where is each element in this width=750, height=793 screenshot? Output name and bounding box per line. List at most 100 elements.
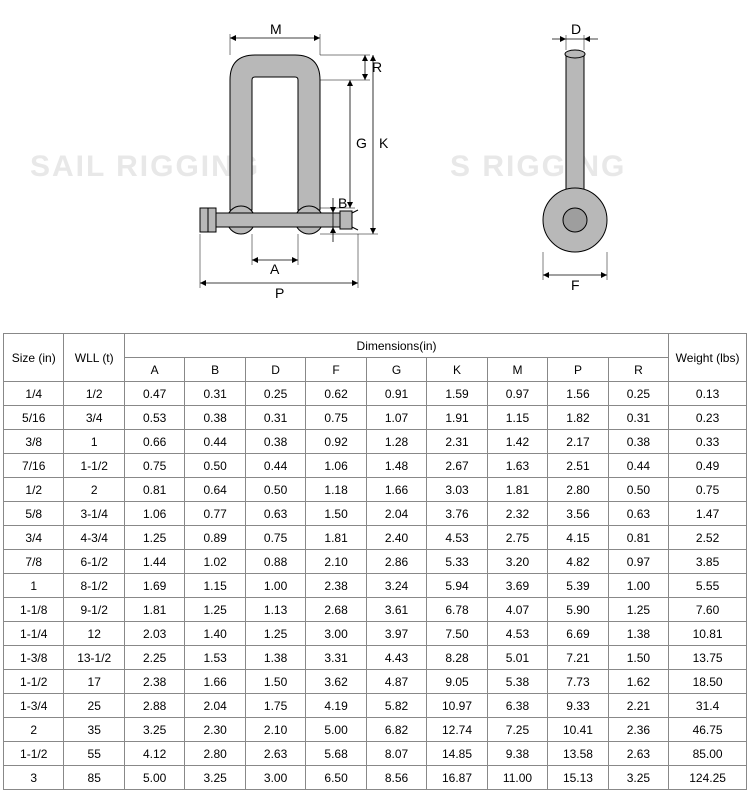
table-cell: 4.53: [427, 526, 487, 550]
table-cell: 2.10: [245, 718, 305, 742]
table-row: 18-1/21.691.151.002.383.245.943.695.391.…: [4, 574, 747, 598]
table-cell: 1.25: [608, 598, 668, 622]
table-cell: 0.31: [245, 406, 305, 430]
table-cell: 3: [4, 766, 64, 790]
table-cell: 1.42: [487, 430, 547, 454]
table-cell: 3.61: [366, 598, 426, 622]
table-cell: 0.31: [185, 382, 245, 406]
dim-label-D: D: [571, 21, 581, 37]
table-cell: 1.15: [487, 406, 547, 430]
table-cell: 8.07: [366, 742, 426, 766]
table-cell: 6.38: [487, 694, 547, 718]
table-cell: 5.00: [306, 718, 366, 742]
table-cell: 1.18: [306, 478, 366, 502]
table-row: 5/163/40.530.380.310.751.071.911.151.820…: [4, 406, 747, 430]
table-cell: 3.25: [124, 718, 184, 742]
table-cell: 7.50: [427, 622, 487, 646]
table-cell: 0.38: [245, 430, 305, 454]
table-cell: 3.97: [366, 622, 426, 646]
table-cell: 0.33: [669, 430, 747, 454]
table-cell: 1.40: [185, 622, 245, 646]
table-cell: 16.87: [427, 766, 487, 790]
table-cell: 7.73: [548, 670, 608, 694]
spec-table: Size (in) WLL (t) Dimensions(in) Weight …: [3, 333, 747, 790]
table-cell: 4.82: [548, 550, 608, 574]
table-cell: 5.01: [487, 646, 547, 670]
table-cell: 1.38: [245, 646, 305, 670]
table-cell: 0.50: [245, 478, 305, 502]
table-cell: 4.12: [124, 742, 184, 766]
table-cell: 2.63: [245, 742, 305, 766]
dim-label-K: K: [379, 135, 389, 151]
table-cell: 1-1/2: [64, 454, 124, 478]
table-cell: 3.85: [669, 550, 747, 574]
table-cell: 0.77: [185, 502, 245, 526]
table-cell: 1.47: [669, 502, 747, 526]
table-cell: 3.25: [185, 766, 245, 790]
table-cell: 0.25: [245, 382, 305, 406]
table-cell: 0.50: [185, 454, 245, 478]
table-cell: 10.41: [548, 718, 608, 742]
th-dim-R: R: [608, 358, 668, 382]
th-dim-G: G: [366, 358, 426, 382]
table-cell: 3.62: [306, 670, 366, 694]
table-cell: 3/4: [4, 526, 64, 550]
table-cell: 7.25: [487, 718, 547, 742]
table-cell: 4.07: [487, 598, 547, 622]
table-cell: 2.04: [185, 694, 245, 718]
table-cell: 2.38: [306, 574, 366, 598]
table-cell: 1.81: [124, 598, 184, 622]
table-cell: 3.25: [608, 766, 668, 790]
shackle-front-view: M R G K B A: [160, 20, 400, 320]
table-cell: 15.13: [548, 766, 608, 790]
table-cell: 5.94: [427, 574, 487, 598]
table-cell: 0.47: [124, 382, 184, 406]
table-cell: 12.74: [427, 718, 487, 742]
table-cell: 2.21: [608, 694, 668, 718]
th-dim-A: A: [124, 358, 184, 382]
table-cell: 2.03: [124, 622, 184, 646]
table-cell: 25: [64, 694, 124, 718]
table-cell: 0.63: [245, 502, 305, 526]
table-cell: 0.23: [669, 406, 747, 430]
table-cell: 1: [4, 574, 64, 598]
table-cell: 3.00: [306, 622, 366, 646]
table-cell: 1-1/8: [4, 598, 64, 622]
table-cell: 13-1/2: [64, 646, 124, 670]
table-cell: 35: [64, 718, 124, 742]
table-row: 2353.252.302.105.006.8212.747.2510.412.3…: [4, 718, 747, 742]
table-row: 7/161-1/20.750.500.441.061.482.671.632.5…: [4, 454, 747, 478]
table-cell: 10.81: [669, 622, 747, 646]
table-cell: 1.59: [427, 382, 487, 406]
table-cell: 1-1/4: [4, 622, 64, 646]
table-cell: 4.19: [306, 694, 366, 718]
table-cell: 0.89: [185, 526, 245, 550]
table-row: 1-1/2172.381.661.503.624.879.055.387.731…: [4, 670, 747, 694]
table-cell: 0.63: [608, 502, 668, 526]
table-cell: 1.25: [185, 598, 245, 622]
table-cell: 1.44: [124, 550, 184, 574]
th-weight: Weight (lbs): [669, 334, 747, 382]
table-cell: 0.97: [487, 382, 547, 406]
table-cell: 2.67: [427, 454, 487, 478]
table-cell: 2.04: [366, 502, 426, 526]
table-cell: 1.91: [427, 406, 487, 430]
table-cell: 1.25: [245, 622, 305, 646]
dim-label-A: A: [270, 261, 280, 277]
table-cell: 2: [4, 718, 64, 742]
table-cell: 2.80: [185, 742, 245, 766]
table-cell: 9.38: [487, 742, 547, 766]
table-row: 1-1/2554.122.802.635.688.0714.859.3813.5…: [4, 742, 747, 766]
table-cell: 1.15: [185, 574, 245, 598]
table-cell: 3/4: [64, 406, 124, 430]
table-cell: 0.44: [185, 430, 245, 454]
table-cell: 85: [64, 766, 124, 790]
table-cell: 3.24: [366, 574, 426, 598]
table-cell: 1.00: [608, 574, 668, 598]
table-cell: 0.81: [124, 478, 184, 502]
dim-label-P: P: [275, 285, 284, 301]
table-cell: 2.32: [487, 502, 547, 526]
table-cell: 2.38: [124, 670, 184, 694]
table-cell: 4.53: [487, 622, 547, 646]
table-cell: 0.75: [669, 478, 747, 502]
